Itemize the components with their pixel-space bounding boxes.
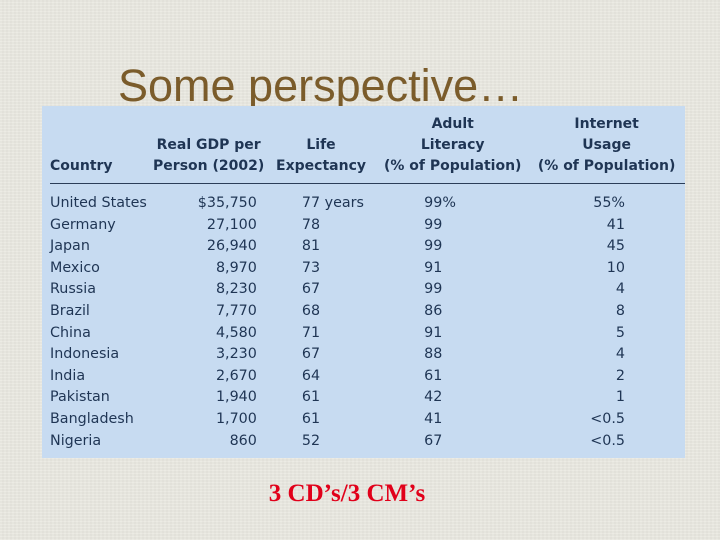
table-body: United States $35,750 77 years 99% 55% German…: [50, 184, 685, 453]
table-row: Pakistan 1,940 61 42 1: [50, 387, 685, 409]
table-row: Japan 26,940 81 99 45: [50, 236, 685, 258]
table-row: Bangladesh 1,700 61 41 <0.5: [50, 409, 685, 431]
cell-adult-literacy: 99: [424, 281, 443, 298]
cell-internet-usage: 45: [606, 238, 625, 255]
header-life-line-2: Expectancy: [276, 158, 366, 174]
cell-internet-usage: 4: [615, 346, 625, 363]
cell-adult-literacy: 67: [424, 432, 443, 449]
cell-life-expectancy: 67: [301, 281, 321, 298]
header-gdp-line-1: Real GDP per: [156, 137, 261, 153]
cell-gdp: 7,770: [215, 302, 257, 319]
cell-internet-usage: 1: [615, 389, 625, 406]
cell-life-expectancy: 81: [301, 238, 321, 255]
cell-gdp: 4,580: [215, 324, 257, 341]
cell-country: United States: [50, 195, 147, 211]
cell-adult-literacy: 41: [424, 410, 443, 427]
cell-life-expectancy: 73: [301, 259, 321, 276]
cell-country: Japan: [50, 238, 90, 255]
header-internet-usage: Internet Usage (% of Population): [528, 110, 685, 184]
cell-internet-usage: 2: [615, 367, 625, 384]
cell-adult-literacy: 91: [424, 259, 443, 276]
cell-country: Indonesia: [50, 346, 120, 363]
cell-life-expectancy: 61: [301, 410, 321, 427]
cell-country: Pakistan: [50, 389, 110, 406]
cell-internet-usage: 4: [615, 281, 625, 298]
header-life-line-1: Life: [306, 137, 336, 153]
cell-life-expectancy: 61: [301, 389, 321, 406]
cell-gdp: 860: [229, 432, 257, 449]
cell-internet-usage: 5: [615, 324, 625, 341]
cell-gdp: 26,940: [206, 238, 257, 255]
header-gdp-line-2: Person (2002): [153, 158, 265, 174]
header-gdp: Real GDP per Person (2002): [152, 110, 265, 184]
cell-gdp: 27,100: [206, 216, 257, 233]
header-adult-literacy: Adult Literacy (% of Population): [377, 110, 529, 184]
cell-gdp: 3,230: [215, 346, 257, 363]
header-internet-line-2: Usage: [582, 137, 631, 153]
header-internet-line-3: (% of Population): [537, 158, 676, 174]
cell-country: Bangladesh: [50, 410, 134, 427]
cell-adult-literacy: 86: [424, 302, 443, 319]
data-table-panel: Country Real GDP per Person (2002) Life …: [42, 106, 685, 458]
cell-country: China: [50, 324, 91, 341]
cell-country: Germany: [50, 216, 116, 233]
table-row: China 4,580 71 91 5: [50, 323, 685, 345]
table-header-row: Country Real GDP per Person (2002) Life …: [50, 110, 685, 184]
cell-internet-usage: 55%: [593, 195, 625, 211]
cell-adult-literacy: 99: [424, 216, 443, 233]
table-row: Germany 27,100 78 99 41: [50, 215, 685, 237]
cell-country: Russia: [50, 281, 96, 298]
header-life-expectancy: Life Expectancy: [264, 110, 378, 184]
table-row: Mexico 8,970 73 91 10: [50, 258, 685, 280]
cell-country: Nigeria: [50, 432, 102, 449]
cell-gdp: 1,700: [215, 410, 257, 427]
cell-adult-literacy: 42: [424, 389, 443, 406]
header-country: Country: [50, 110, 153, 184]
cell-life-expectancy: 77 years: [301, 195, 364, 211]
cell-life-expectancy: 67: [301, 346, 321, 363]
cell-adult-literacy: 61: [424, 367, 443, 384]
cell-internet-usage: 10: [606, 259, 625, 276]
cell-adult-literacy: 99: [424, 238, 443, 255]
cell-gdp: 2,670: [215, 367, 257, 384]
table-row: United States $35,750 77 years 99% 55%: [50, 184, 685, 215]
header-literacy-line-3: (% of Population): [383, 158, 522, 174]
slide-footer-caption: 3 CD’s/3 CM’s: [268, 480, 426, 507]
cell-adult-literacy: 88: [424, 346, 443, 363]
cell-adult-literacy: 91: [424, 324, 443, 341]
cell-life-expectancy: 71: [301, 324, 321, 341]
table-row: Nigeria 860 52 67 <0.5: [50, 431, 685, 453]
cell-country: Mexico: [50, 259, 100, 276]
cell-life-expectancy: 78: [301, 216, 321, 233]
cell-adult-literacy: 99%: [424, 195, 456, 211]
slide-title: Some perspective…: [118, 60, 524, 111]
cell-country: India: [50, 367, 86, 384]
table-row: Brazil 7,770 68 86 8: [50, 301, 685, 323]
table-row: Russia 8,230 67 99 4: [50, 279, 685, 301]
cell-internet-usage: <0.5: [590, 410, 625, 427]
cell-gdp: $35,750: [197, 195, 257, 211]
cell-internet-usage: <0.5: [590, 432, 625, 449]
header-literacy-line-2: Literacy: [420, 137, 485, 153]
cell-life-expectancy: 64: [301, 367, 321, 384]
country-statistics-table: Country Real GDP per Person (2002) Life …: [50, 110, 685, 452]
cell-gdp: 8,230: [215, 281, 257, 298]
header-internet-line-1: Internet: [574, 116, 639, 132]
cell-internet-usage: 41: [606, 216, 625, 233]
cell-internet-usage: 8: [615, 302, 625, 319]
table-row: India 2,670 64 61 2: [50, 366, 685, 388]
header-country-line: Country: [50, 158, 113, 174]
table-row: Indonesia 3,230 67 88 4: [50, 344, 685, 366]
cell-gdp: 1,940: [215, 389, 257, 406]
cell-gdp: 8,970: [215, 259, 257, 276]
cell-country: Brazil: [50, 302, 90, 319]
cell-life-expectancy: 52: [301, 432, 321, 449]
header-literacy-line-1: Adult: [431, 116, 474, 132]
cell-life-expectancy: 68: [301, 302, 321, 319]
